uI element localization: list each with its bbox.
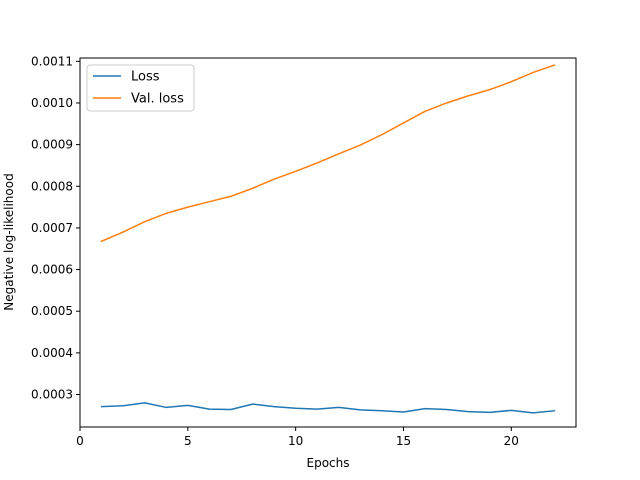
legend-label: Loss bbox=[131, 70, 160, 85]
x-tick-label: 20 bbox=[504, 434, 519, 448]
axes-frame bbox=[79, 57, 577, 428]
x-axis-label: Epochs bbox=[307, 456, 350, 470]
y-tick-label: 0.0004 bbox=[31, 346, 73, 360]
y-tick-label: 0.0007 bbox=[31, 221, 73, 235]
x-tick-label: 15 bbox=[396, 434, 411, 448]
x-axis: 0 5 10 15 20 bbox=[76, 427, 519, 448]
legend-label: Val. loss bbox=[131, 92, 184, 107]
y-tick-label: 0.0006 bbox=[31, 263, 73, 277]
series-line-loss bbox=[100, 402, 556, 414]
y-tick-label: 0.0011 bbox=[31, 54, 73, 68]
y-axis: 0.0003 0.0004 0.0005 0.0006 0.0007 0.0008 0.00… bbox=[31, 54, 80, 402]
x-tick-label: 0 bbox=[76, 434, 84, 448]
x-tick-label: 10 bbox=[288, 434, 303, 448]
plot-area bbox=[100, 64, 556, 414]
y-tick-label: 0.0010 bbox=[31, 96, 73, 110]
x-tick-label: 5 bbox=[184, 434, 192, 448]
y-tick-label: 0.0003 bbox=[31, 388, 73, 402]
y-tick-label: 0.0005 bbox=[31, 304, 73, 318]
y-axis-label: Negative log-likelihood bbox=[2, 173, 16, 310]
y-tick-label: 0.0009 bbox=[31, 138, 73, 152]
legend: Loss Val. loss bbox=[86, 64, 195, 112]
series-line-val-loss bbox=[100, 64, 556, 243]
y-tick-label: 0.0008 bbox=[31, 179, 73, 193]
